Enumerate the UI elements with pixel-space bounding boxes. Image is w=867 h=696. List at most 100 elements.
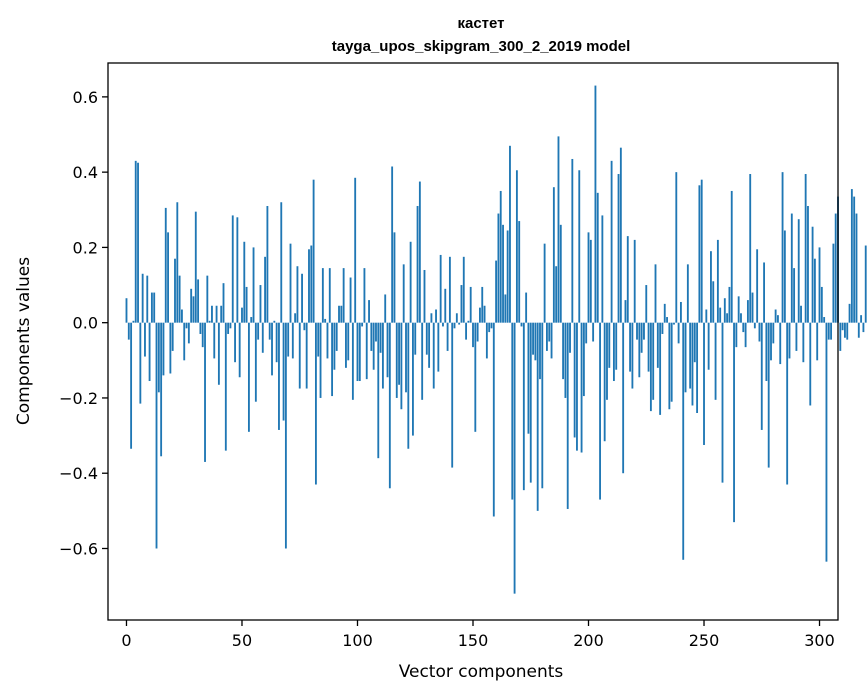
bar: [499, 190, 502, 323]
bar: [647, 322, 650, 372]
bar: [425, 322, 428, 355]
bar: [813, 258, 816, 323]
bar: [832, 243, 835, 323]
bar: [712, 281, 715, 323]
x-tick-label: 50: [232, 631, 252, 650]
bar: [844, 322, 846, 338]
bar: [372, 322, 375, 370]
bar: [606, 322, 608, 400]
bar: [492, 322, 495, 517]
bar: [790, 213, 793, 323]
bar: [682, 322, 685, 560]
bar: [354, 177, 357, 323]
bar: [726, 313, 729, 323]
bar: [236, 217, 239, 323]
x-axis-label: Vector components: [399, 662, 564, 682]
bar: [566, 322, 569, 509]
bar: [167, 232, 169, 323]
bar: [749, 174, 752, 323]
bar: [707, 322, 710, 370]
bar: [238, 322, 241, 378]
bar: [273, 320, 276, 323]
bar: [386, 322, 389, 378]
chart-title-line2: tayga_upos_skipgram_300_2_2019 model: [332, 38, 631, 55]
bar: [479, 307, 481, 323]
bar: [280, 202, 283, 323]
bar: [529, 322, 532, 483]
bar: [506, 230, 509, 323]
bar: [855, 213, 858, 323]
bar: [700, 179, 703, 323]
bar: [421, 322, 424, 400]
bar: [476, 322, 479, 342]
bar: [155, 322, 158, 549]
bar: [243, 241, 246, 323]
bar: [157, 322, 160, 393]
bar: [250, 317, 253, 323]
bar: [395, 322, 398, 398]
bar: [679, 301, 682, 323]
bar: [619, 147, 622, 323]
x-axis-ticks: 0 50 100 150 200 250 300: [121, 620, 835, 650]
bar: [587, 232, 590, 323]
bar: [130, 322, 133, 449]
bar: [539, 322, 541, 380]
bar: [432, 322, 435, 389]
bar: [830, 322, 832, 340]
bar: [608, 322, 611, 368]
bar: [589, 239, 592, 323]
bar: [740, 313, 742, 323]
bar: [451, 322, 454, 468]
y-tick-label: 0.0: [73, 314, 98, 333]
bar: [368, 300, 370, 323]
bar: [229, 322, 232, 329]
bar: [340, 305, 343, 323]
bar: [174, 258, 176, 323]
bar: [153, 292, 156, 323]
bar: [342, 268, 345, 323]
bar: [303, 322, 306, 331]
bar: [204, 322, 206, 462]
bar: [809, 322, 812, 406]
bar: [564, 322, 567, 398]
bar: [733, 322, 735, 523]
bar: [291, 322, 294, 359]
bar: [804, 174, 807, 323]
bar: [823, 317, 826, 323]
bar: [412, 322, 414, 436]
bar: [559, 224, 562, 323]
bar: [409, 241, 412, 323]
bar: [698, 185, 701, 323]
x-tick-label: 200: [573, 631, 604, 650]
bar: [289, 243, 292, 323]
bar: [825, 322, 828, 562]
bar: [684, 322, 687, 393]
bar: [481, 286, 484, 323]
bar: [541, 322, 544, 489]
bar: [522, 322, 525, 491]
bar: [629, 322, 632, 372]
bar: [146, 275, 149, 323]
bar: [446, 322, 449, 351]
bar: [795, 322, 798, 351]
bar: [495, 260, 498, 323]
bar: [254, 322, 257, 402]
bar: [770, 322, 772, 361]
bar: [788, 322, 791, 359]
bar: [171, 322, 174, 351]
bar: [458, 322, 461, 325]
bar: [525, 292, 528, 323]
bar: [571, 158, 574, 323]
bar: [723, 298, 726, 323]
bar: [807, 206, 809, 323]
bar: [345, 322, 347, 368]
bar: [144, 322, 146, 357]
bar: [818, 247, 821, 323]
bar: [509, 145, 511, 323]
bar: [857, 322, 860, 338]
bar: [442, 322, 444, 327]
bar: [585, 322, 588, 344]
bar: [661, 322, 664, 334]
x-tick-label: 250: [689, 631, 720, 650]
bar: [703, 322, 705, 445]
